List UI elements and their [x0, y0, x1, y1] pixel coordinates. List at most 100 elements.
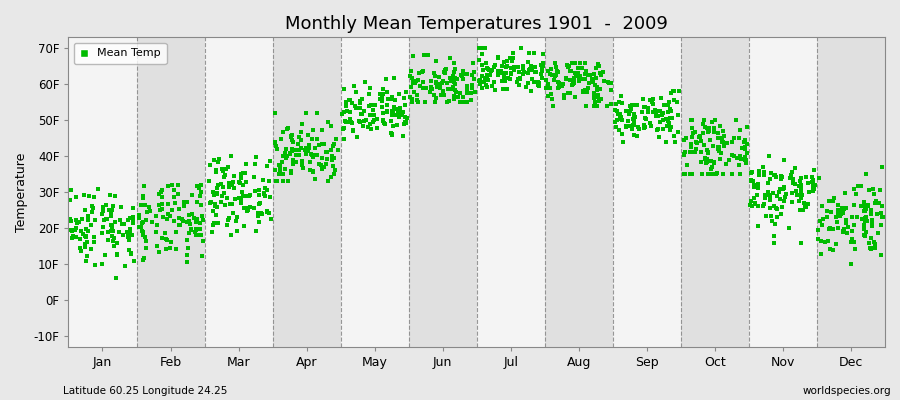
- Point: [821, 237, 835, 244]
- Point: [436, 92, 451, 98]
- Point: [694, 148, 708, 155]
- Point: [480, 65, 494, 71]
- Point: [581, 79, 596, 86]
- Point: [568, 59, 582, 66]
- Point: [576, 75, 590, 82]
- Point: [758, 194, 772, 201]
- Point: [456, 93, 471, 100]
- Point: [850, 191, 864, 197]
- Point: [646, 109, 661, 116]
- Point: [251, 212, 266, 219]
- Point: [551, 79, 565, 85]
- Point: [624, 106, 638, 112]
- Point: [236, 182, 250, 188]
- Point: [267, 139, 282, 146]
- Point: [826, 195, 841, 202]
- Point: [682, 149, 697, 155]
- Point: [228, 196, 242, 202]
- Point: [572, 73, 587, 79]
- Point: [86, 234, 101, 240]
- Point: [242, 193, 256, 199]
- Point: [694, 138, 708, 144]
- Point: [544, 72, 559, 78]
- Point: [380, 108, 394, 114]
- Point: [707, 158, 722, 165]
- Point: [775, 204, 789, 210]
- Point: [437, 67, 452, 74]
- Point: [167, 187, 182, 193]
- Point: [88, 262, 103, 268]
- Point: [814, 221, 829, 228]
- Point: [822, 226, 836, 232]
- Point: [296, 164, 310, 171]
- Point: [353, 119, 367, 126]
- Point: [648, 110, 662, 116]
- Point: [180, 245, 194, 251]
- Point: [194, 189, 208, 196]
- Point: [860, 214, 874, 220]
- Point: [630, 133, 644, 140]
- Point: [569, 73, 583, 79]
- Point: [525, 65, 539, 72]
- Point: [286, 138, 301, 145]
- Point: [662, 120, 676, 126]
- Point: [609, 124, 624, 130]
- Point: [590, 61, 605, 67]
- Point: [449, 88, 464, 95]
- Point: [627, 132, 642, 138]
- Point: [136, 228, 150, 235]
- Point: [424, 84, 438, 90]
- Point: [536, 75, 550, 81]
- Point: [104, 228, 118, 234]
- Point: [455, 68, 470, 74]
- Point: [480, 84, 494, 90]
- Point: [579, 87, 593, 93]
- Point: [662, 118, 676, 124]
- Point: [484, 67, 499, 74]
- Point: [481, 65, 495, 72]
- Point: [420, 52, 435, 58]
- Point: [700, 148, 715, 155]
- Point: [585, 79, 599, 85]
- Point: [840, 230, 854, 236]
- Point: [738, 154, 752, 160]
- Point: [427, 91, 441, 98]
- Point: [608, 119, 623, 125]
- Point: [820, 214, 834, 220]
- Point: [698, 155, 712, 161]
- Point: [774, 176, 788, 182]
- Point: [357, 118, 372, 124]
- Point: [193, 193, 207, 200]
- Point: [295, 158, 310, 164]
- Point: [732, 162, 746, 168]
- Point: [505, 58, 519, 64]
- Point: [247, 174, 261, 180]
- Point: [685, 134, 699, 140]
- Point: [795, 192, 809, 198]
- Point: [324, 123, 338, 129]
- Point: [806, 186, 821, 193]
- Point: [555, 83, 570, 90]
- Point: [209, 212, 223, 218]
- Point: [752, 172, 767, 179]
- Point: [80, 239, 94, 246]
- Point: [480, 72, 494, 78]
- Point: [738, 157, 752, 163]
- Point: [441, 86, 455, 92]
- Point: [865, 222, 879, 229]
- Point: [125, 232, 140, 238]
- Point: [556, 80, 571, 87]
- Point: [496, 86, 510, 92]
- Point: [218, 172, 232, 178]
- Point: [832, 208, 847, 214]
- Point: [78, 207, 93, 213]
- Point: [72, 218, 86, 225]
- Point: [252, 192, 266, 198]
- Point: [242, 204, 256, 211]
- Point: [737, 146, 751, 152]
- Point: [176, 199, 191, 205]
- Point: [257, 185, 272, 192]
- Point: [184, 211, 199, 217]
- Point: [317, 141, 331, 147]
- Point: [701, 129, 716, 135]
